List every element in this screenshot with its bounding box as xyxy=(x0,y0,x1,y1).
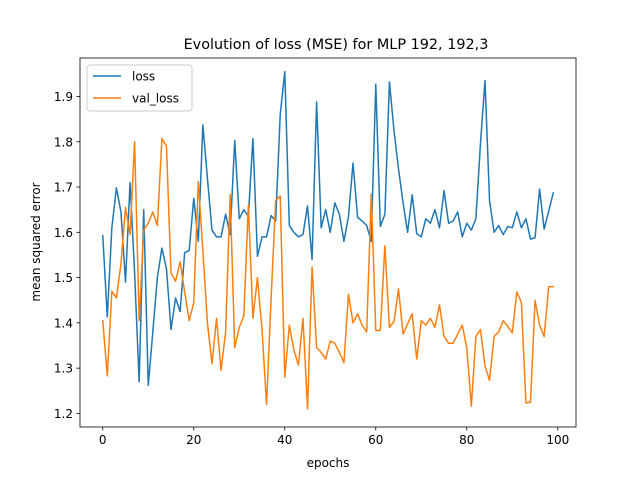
x-tick-label: 60 xyxy=(368,433,383,447)
legend-label-val-loss: val_loss xyxy=(132,92,179,106)
y-tick-label: 1.5 xyxy=(54,271,73,285)
y-tick-label: 1.9 xyxy=(54,90,73,104)
y-axis-label: mean squared error xyxy=(29,182,43,301)
y-tick-label: 1.4 xyxy=(54,316,73,330)
chart-title: Evolution of loss (MSE) for MLP 192, 192… xyxy=(184,37,489,53)
y-tick-label: 1.7 xyxy=(54,181,73,195)
x-axis-label: epochs xyxy=(307,456,350,470)
series-line-val-loss xyxy=(101,137,554,410)
y-axis: 1.2 1.3 1.4 1.5 1.6 1.7 1.8 1.9 xyxy=(54,90,80,421)
series-line-loss xyxy=(101,70,555,387)
y-tick-label: 1.3 xyxy=(54,362,73,376)
axes-frame xyxy=(79,57,577,428)
y-tick-label: 1.2 xyxy=(54,407,73,421)
x-tick-label: 80 xyxy=(459,433,474,447)
legend: loss val_loss xyxy=(86,64,193,112)
y-tick-label: 1.8 xyxy=(54,135,73,149)
legend-label-loss: loss xyxy=(132,70,155,84)
x-tick-label: 20 xyxy=(186,433,201,447)
plot-content xyxy=(101,70,555,410)
y-tick-label: 1.6 xyxy=(54,226,73,240)
x-tick-label: 40 xyxy=(277,433,292,447)
x-axis: 0 20 40 60 80 100 xyxy=(99,427,569,447)
x-tick-label: 0 xyxy=(99,433,107,447)
x-tick-label: 100 xyxy=(546,433,569,447)
